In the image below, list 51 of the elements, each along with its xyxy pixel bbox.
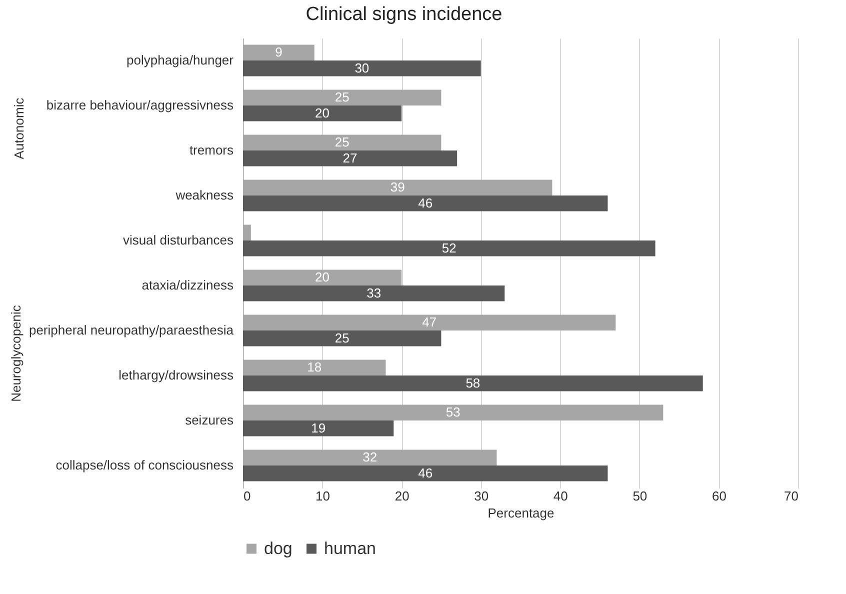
y-tick-label: ataxia/dizziness bbox=[142, 278, 234, 292]
x-tick-label: 30 bbox=[474, 488, 489, 504]
data-label: 20 bbox=[315, 105, 330, 120]
data-label: 30 bbox=[354, 60, 370, 76]
y-tick-label: tremors bbox=[189, 142, 234, 158]
legend-label: dog bbox=[264, 538, 292, 558]
bar bbox=[243, 134, 442, 150]
data-label: 46 bbox=[418, 195, 433, 210]
data-label: 32 bbox=[362, 450, 378, 465]
x-axis-title: Percentage bbox=[488, 506, 554, 520]
x-tick-label: 70 bbox=[784, 488, 798, 504]
data-label: 53 bbox=[446, 404, 460, 420]
y-tick-label: collapse/loss of consciousness bbox=[56, 458, 234, 472]
x-tick-label: 60 bbox=[712, 488, 726, 504]
data-label: 27 bbox=[342, 150, 358, 166]
data-label: 25 bbox=[334, 134, 350, 150]
x-tick-label: 20 bbox=[394, 488, 410, 504]
x-tick-label: 40 bbox=[553, 488, 568, 504]
y-tick-label: peripheral neuropathy/paraesthesia bbox=[28, 322, 234, 338]
bar bbox=[243, 60, 481, 76]
data-label: 39 bbox=[390, 180, 405, 195]
bar bbox=[243, 150, 458, 166]
data-label: 18 bbox=[307, 360, 322, 375]
x-tick-label: 50 bbox=[632, 488, 648, 504]
y-axis-title: Neuroglycopenic bbox=[8, 304, 24, 402]
y-tick-label: bizarre behaviour/aggressivness bbox=[46, 98, 234, 112]
data-label: 25 bbox=[334, 330, 350, 346]
data-label: 33 bbox=[366, 285, 382, 300]
y-tick-label: weakness bbox=[174, 188, 234, 202]
x-tick-label: 0 bbox=[244, 488, 251, 504]
chart-title: Clinical signs incidence bbox=[306, 4, 502, 25]
bar bbox=[243, 106, 402, 122]
data-label: 52 bbox=[442, 240, 456, 256]
data-label: 46 bbox=[418, 465, 433, 480]
data-label: 19 bbox=[311, 420, 326, 436]
bar bbox=[243, 90, 442, 106]
x-tick-label: 10 bbox=[316, 488, 330, 504]
data-label: 20 bbox=[315, 270, 330, 285]
y-tick-label: seizures bbox=[185, 412, 234, 428]
y-tick-label: polyphagia/hunger bbox=[126, 52, 234, 68]
data-label: 58 bbox=[466, 375, 480, 390]
y-axis-title: Autonomic bbox=[11, 97, 26, 160]
y-tick-label: lethargy/drowsiness bbox=[118, 368, 234, 382]
bar bbox=[243, 196, 608, 212]
data-label: 25 bbox=[334, 90, 350, 105]
legend-label: human bbox=[324, 538, 376, 558]
y-tick-label: visual disturbances bbox=[122, 232, 234, 248]
bar bbox=[243, 180, 552, 196]
data-label: 47 bbox=[422, 314, 437, 330]
data-label: 9 bbox=[275, 44, 282, 60]
bar bbox=[243, 44, 314, 60]
